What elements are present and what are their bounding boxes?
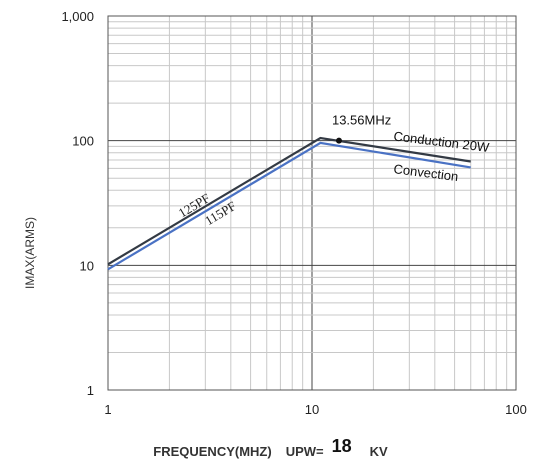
x-axis: 1 10 100 [104, 402, 526, 417]
x-tick-label: 10 [305, 402, 319, 417]
grid [107, 16, 516, 391]
kv-unit-label: KV [369, 444, 388, 459]
x-axis-label: FREQUENCY(MHZ) [153, 444, 272, 459]
y-tick-label: 10 [80, 258, 94, 273]
x-tick-label: 1 [104, 402, 111, 417]
series-line-conduction [107, 136, 471, 266]
plot-frame [107, 15, 517, 391]
x-tick-label: 100 [505, 402, 527, 417]
series-group [107, 136, 471, 271]
marker-label: 13.56MHz [332, 113, 391, 128]
upw-label: UPW= [285, 444, 324, 459]
y-tick-label: 1,000 [61, 9, 94, 24]
y-tick-label: 100 [72, 134, 94, 149]
y-tick-label: 1 [87, 383, 94, 398]
y-axis-label: IMAX(ARMS) [23, 217, 37, 289]
footer: FREQUENCY(MHZ) UPW= 18 KV [0, 436, 541, 464]
marker-point [335, 137, 342, 144]
y-axis: 1 10 100 1,000 [61, 9, 94, 398]
series-line-convection [107, 141, 471, 271]
upw-value: 18 [331, 436, 352, 456]
